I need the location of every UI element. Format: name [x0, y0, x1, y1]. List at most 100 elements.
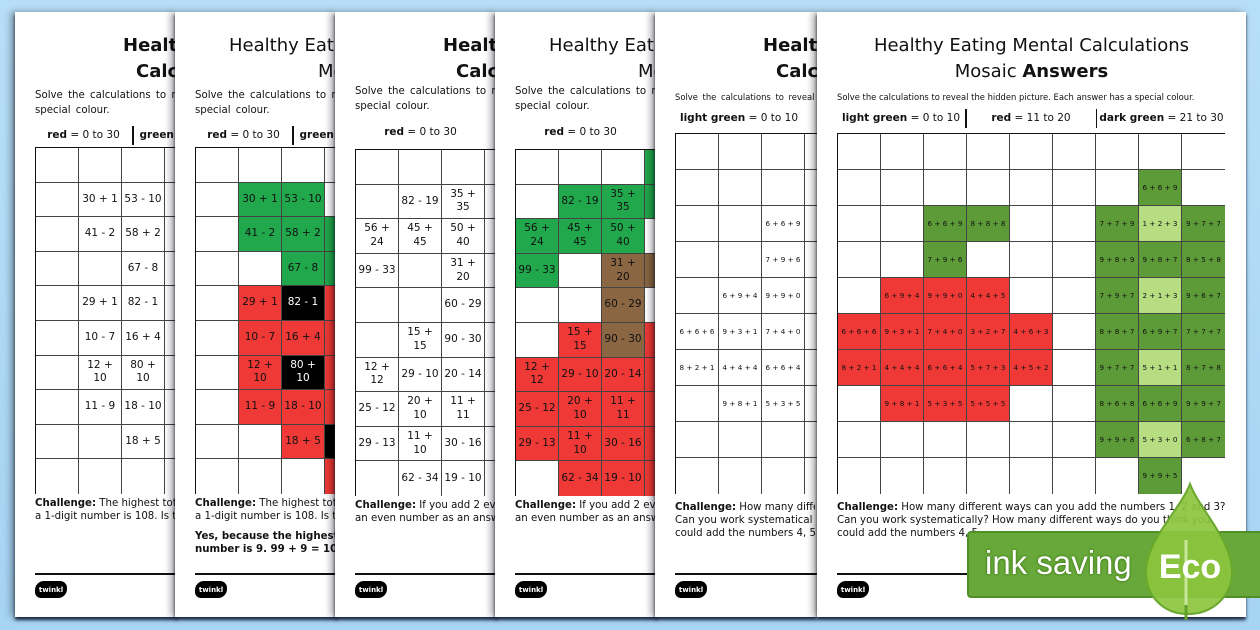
mosaic-cell [325, 321, 337, 356]
worksheet-page[interactable]: Healthy Eating Mental Calculations Mosaic… [335, 12, 497, 617]
mosaic-cell: 90 - 30 [602, 323, 645, 358]
worksheet-page[interactable]: Healthy Eating Mental Calculations Mosaic… [175, 12, 337, 617]
colour-key-range: = 21 to 30 [1164, 112, 1224, 124]
mosaic-cell: 6 + 6 + 9 [1139, 386, 1182, 422]
mosaic-cell: 5 + 1 + 1 [1139, 350, 1182, 386]
mosaic-cell: 12 + 12 [356, 357, 399, 393]
challenge-answer-line: Yes, because the highest 2- [195, 531, 335, 542]
worksheet-page[interactable]: Healthy Eating Mental Calculations Mosaic… [495, 12, 657, 617]
mosaic-cell [1139, 134, 1182, 170]
mosaic-grid: 82 - 19 35 + 35 56 + 24 45 + 45 50 + 40 99 - … [515, 149, 657, 496]
mosaic-grid: 30 + 1 53 - 10 41 - 2 58 + 2 67 - 8 29 + 1 82 … [195, 147, 337, 494]
mosaic-cell [1010, 458, 1053, 494]
colour-key-item: red = 0 to 30 [515, 126, 646, 138]
mosaic-cell [325, 459, 337, 494]
mosaic-cell: 25 - 12 [356, 392, 399, 427]
page-title-line2: Calculations Mosaic [456, 61, 497, 82]
mosaic-cell [325, 355, 337, 391]
mosaic-cell: 9 + 8 + 7 [1139, 242, 1182, 278]
challenge-label: Challenge: [195, 498, 257, 509]
mosaic-cell: 7 + 9 + 7 [1096, 278, 1139, 314]
mosaic-cell [1053, 134, 1096, 170]
mosaic-cell [1010, 242, 1053, 278]
mosaic-cell: 12 + 10 [239, 355, 282, 391]
challenge-line: could add the numbers 4, 5 [837, 528, 978, 539]
mosaic-cell [881, 206, 924, 242]
colour-key-range: = 0 to 30 [404, 126, 457, 138]
mosaic-cell: 56 + 24 [516, 219, 559, 254]
colour-key-name: green [299, 129, 334, 141]
mosaic-cell [1053, 242, 1096, 278]
mosaic-cell: 35 + 35 [442, 184, 485, 220]
footer-rule [195, 573, 337, 575]
mosaic-cell [485, 184, 497, 220]
worksheet-page[interactable]: Healthy Eating Mental Calculations Mosaic… [15, 12, 177, 617]
mosaic-cell [356, 150, 399, 185]
mosaic-cell [881, 422, 924, 458]
mosaic-cell [838, 242, 881, 278]
mosaic-cell [356, 184, 399, 220]
instructions-line: Solve the calculations to reveal [675, 92, 815, 102]
mosaic-cell: 9 + 6 + 7 [1182, 278, 1225, 314]
mosaic-cell: 10 - 7 [79, 321, 122, 356]
mosaic-cell [559, 288, 602, 323]
mosaic-cell [36, 390, 79, 425]
mosaic-cell [805, 386, 817, 422]
mosaic-cell [1053, 350, 1096, 386]
mosaic-cell [79, 459, 122, 494]
mosaic-cell: 90 - 30 [442, 323, 485, 358]
mosaic-cell [838, 170, 881, 206]
worksheet-page[interactable]: Healthy Eating Mental Calculations Mosaic… [817, 12, 1246, 617]
mosaic-cell [1096, 170, 1139, 206]
mosaic-cell: 53 - 10 [122, 182, 165, 218]
mosaic-cell: 9 + 9 + 0 [762, 278, 805, 314]
challenge-text: Challenge: If you add 2 ev an even number… [355, 499, 495, 525]
page-title-line2: Mosaic Answers [318, 61, 337, 82]
mosaic-cell [485, 219, 497, 254]
instructions-line: Solve the calculations to reveal the hid… [837, 92, 1195, 102]
mosaic-cell [967, 458, 1010, 494]
mosaic-cell: 10 - 7 [239, 321, 282, 356]
mosaic-cell: 41 - 2 [239, 217, 282, 252]
mosaic-cell: 9 + 3 + 1 [881, 314, 924, 350]
challenge-label: Challenge: [837, 502, 899, 513]
challenge-line: Challenge: If you add 2 ev [355, 500, 495, 511]
mosaic-cell [36, 251, 79, 287]
mosaic-cell: 5 + 3 + 5 [924, 386, 967, 422]
mosaic-cell [838, 278, 881, 314]
mosaic-cell: 7 + 4 + 0 [762, 314, 805, 350]
mosaic-cell [196, 217, 239, 252]
mosaic-cell [1182, 170, 1225, 206]
worksheet-page[interactable]: Healthy Eating Mental Calculations Mosaic… [655, 12, 817, 617]
mosaic-cell: 6 + 6 + 4 [762, 350, 805, 386]
mosaic-cell: 5 + 3 + 0 [1139, 422, 1182, 458]
mosaic-cell [762, 458, 805, 494]
mosaic-cell [602, 150, 645, 185]
mosaic-cell [881, 242, 924, 278]
mosaic-cell [196, 182, 239, 218]
mosaic-cell [122, 148, 165, 183]
mosaic-cell [645, 461, 657, 496]
mosaic-cell [325, 182, 337, 218]
colour-key-divider [132, 125, 134, 145]
mosaic-cell: 11 + 10 [399, 426, 442, 462]
eco-label: Eco [1159, 548, 1221, 586]
mosaic-cell: 6 + 6 + 4 [924, 350, 967, 386]
mosaic-cell: 9 + 7 + 7 [1182, 206, 1225, 242]
mosaic-cell [442, 150, 485, 185]
mosaic-cell: 6 + 6 + 6 [676, 314, 719, 350]
mosaic-cell [762, 134, 805, 170]
colour-key-name: red [544, 126, 565, 138]
mosaic-cell: 67 - 8 [122, 251, 165, 287]
mosaic-cell: 4 + 6 + 3 [1010, 314, 1053, 350]
colour-key-range: = 0 to 10 [907, 112, 960, 124]
mosaic-cell [967, 422, 1010, 458]
mosaic-cell [165, 251, 177, 287]
colour-key-item: red = 0 to 30 [355, 126, 486, 138]
mosaic-cell: 60 - 29 [442, 288, 485, 323]
mosaic-cell [325, 424, 337, 460]
mosaic-cell [485, 357, 497, 393]
mosaic-cell [676, 242, 719, 278]
mosaic-cell [196, 424, 239, 460]
page-title-line2: Calculations Mosaic [776, 61, 817, 82]
